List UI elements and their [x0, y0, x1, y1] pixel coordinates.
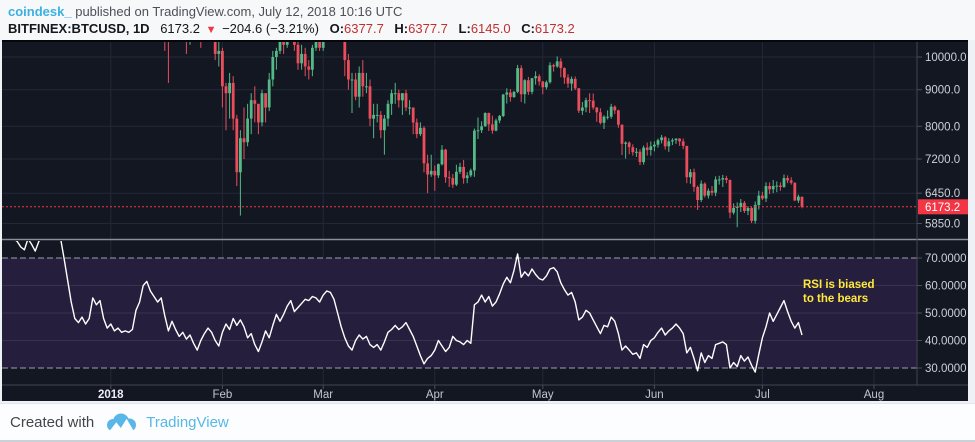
svg-text:Feb: Feb [212, 389, 232, 401]
svg-text:9000.0: 9000.0 [925, 85, 960, 97]
rsi-axis[interactable]: 70.0000 60.0000 50.0000 40.0000 30.0000 [917, 253, 967, 375]
svg-text:70.0000: 70.0000 [925, 253, 967, 265]
rsi-line [15, 241, 803, 373]
price-gridlines [2, 56, 917, 224]
annotation-rsi-note-line2: to the bears [803, 293, 868, 305]
svg-text:Apr: Apr [426, 389, 444, 401]
annotation-rsi-note-line1: RSI is biased [803, 279, 875, 291]
tradingview-brand-link[interactable]: TradingView [146, 413, 229, 431]
open-value: 6377.7 [344, 21, 384, 36]
time-axis[interactable]: 2018 Feb Mar Apr May Jun Jul Aug [98, 385, 884, 401]
high-label: H: [394, 21, 409, 36]
svg-text:Jun: Jun [645, 389, 664, 401]
last-price: 6173.2 [160, 21, 200, 36]
symbol-title: BITFINEX:BTCUSD, 1D [8, 21, 150, 36]
svg-text:Mar: Mar [313, 389, 333, 401]
svg-text:7200.0: 7200.0 [925, 154, 960, 166]
footer: Created with TradingView [0, 403, 975, 442]
svg-text:Jul: Jul [755, 389, 770, 401]
svg-text:50.0000: 50.0000 [925, 308, 967, 320]
svg-text:6450.0: 6450.0 [925, 188, 960, 200]
current-price-label [918, 199, 968, 215]
price-chart-canvas[interactable]: RSI is biased to the bears 10000.0 9000.0 80… [0, 40, 975, 403]
svg-text:6173.2: 6173.2 [925, 202, 960, 214]
low-value: 6145.0 [470, 21, 511, 36]
created-with-text: Created with [10, 413, 95, 431]
high-value: 6377.7 [408, 21, 448, 36]
price-change: −204.6 (−3.21%) [222, 21, 319, 36]
close-value: 6173.2 [534, 21, 575, 36]
svg-text:2018: 2018 [98, 389, 124, 401]
low-label: L: [458, 21, 471, 36]
down-triangle-icon: ▼ [205, 24, 217, 36]
candles-layer [164, 42, 804, 228]
svg-text:May: May [532, 389, 554, 401]
svg-text:60.0000: 60.0000 [925, 281, 967, 293]
publish-line: coindesk_ published on TradingView.com, … [8, 3, 975, 20]
svg-text:10000.0: 10000.0 [925, 52, 967, 64]
close-label: C: [521, 21, 535, 36]
svg-text:5850.0: 5850.0 [925, 219, 960, 231]
header: coindesk_ published on TradingView.com, … [0, 0, 975, 40]
tradingview-logo-icon[interactable] [104, 412, 138, 434]
price-axis[interactable]: 10000.0 9000.0 8000.0 7200.0 6450.0 5850.0 617… [917, 52, 968, 231]
rsi-pane: RSI is biased to the bears [2, 241, 917, 373]
svg-text:8000.0: 8000.0 [925, 121, 960, 133]
symbol-line: BITFINEX:BTCUSD, 1D 6173.2 ▼ −204.6 (−3.… [8, 20, 975, 39]
svg-text:40.0000: 40.0000 [925, 336, 967, 348]
open-label: O: [329, 21, 345, 36]
svg-text:30.0000: 30.0000 [925, 363, 967, 375]
svg-text:Aug: Aug [864, 389, 884, 401]
publisher-link[interactable]: coindesk_ [8, 4, 72, 19]
published-info: published on TradingView.com, July 12, 2… [75, 4, 403, 19]
